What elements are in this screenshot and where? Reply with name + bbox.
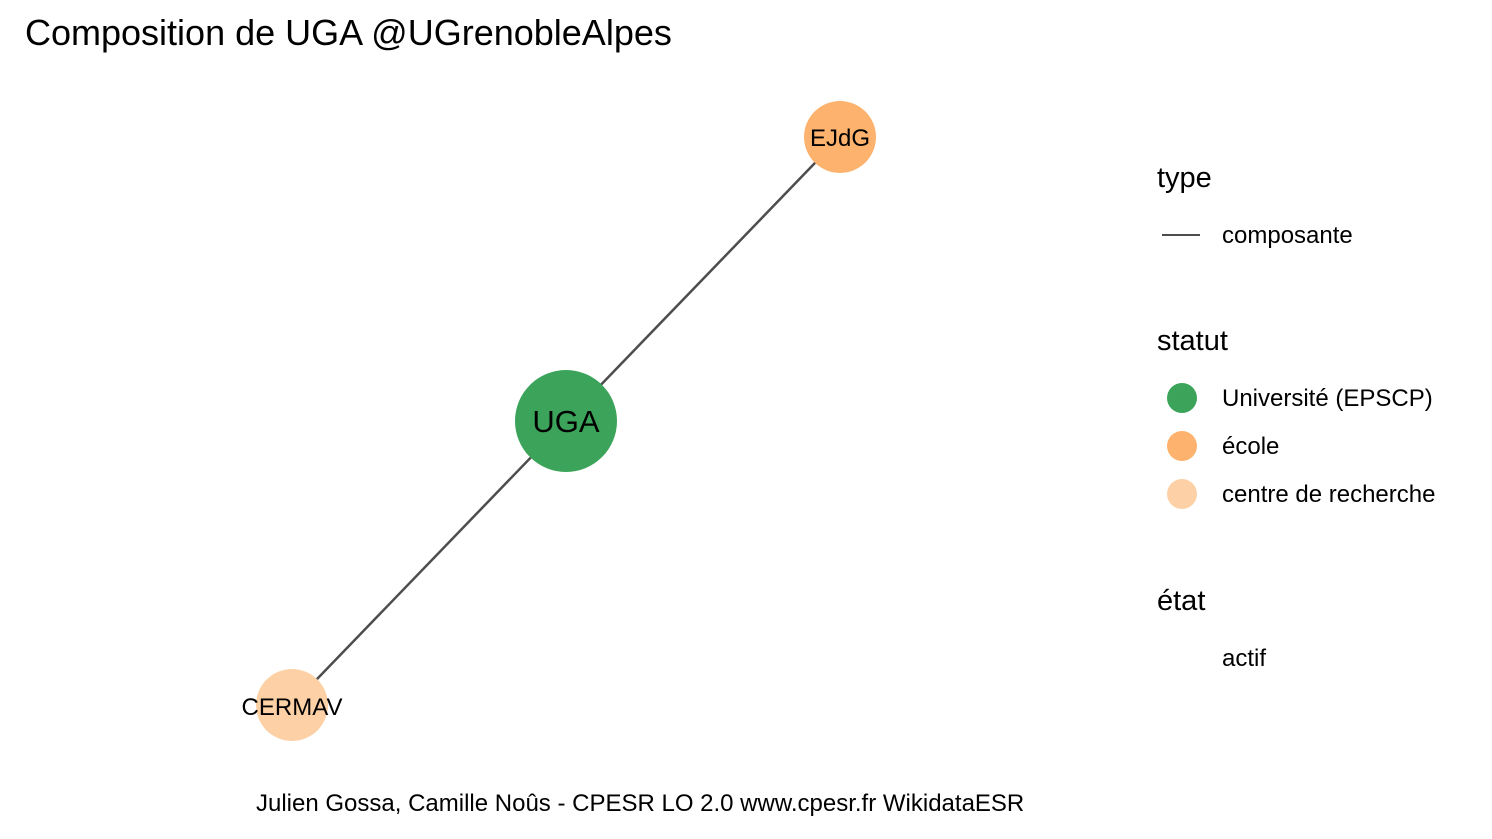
legend-title-etat: état bbox=[1157, 585, 1206, 617]
edge-uga-cermav bbox=[291, 420, 567, 706]
caption: Julien Gossa, Camille Noûs - CPESR LO 2.… bbox=[256, 790, 1025, 817]
legend-label-actif: actif bbox=[1222, 645, 1267, 672]
legend-key-actif bbox=[1157, 638, 1205, 678]
edge-uga-ejdg bbox=[565, 136, 841, 422]
legend-label-universite: Université (EPSCP) bbox=[1222, 385, 1433, 412]
legend-key-ecole bbox=[1157, 426, 1205, 466]
node-ejdg[interactable] bbox=[804, 101, 876, 173]
node-label-uga: UGA bbox=[532, 404, 600, 439]
legend-key-universite bbox=[1157, 378, 1205, 418]
chart-title: Composition de UGA @UGrenobleAlpes bbox=[25, 12, 672, 53]
node-label-ejdg: EJdG bbox=[810, 125, 870, 152]
legend-title-type: type bbox=[1157, 162, 1212, 194]
node-label-cermav: CERMAV bbox=[242, 694, 343, 721]
legend-label-ecole: école bbox=[1222, 433, 1280, 460]
circle-icon bbox=[1167, 431, 1197, 461]
line-icon bbox=[1162, 234, 1200, 236]
legend-label-composante: composante bbox=[1222, 222, 1353, 249]
node-cermav[interactable] bbox=[256, 669, 328, 741]
legend-key-centre bbox=[1157, 474, 1205, 514]
legend-label-centre: centre de recherche bbox=[1222, 481, 1436, 508]
node-uga[interactable] bbox=[515, 370, 617, 472]
circle-icon bbox=[1167, 479, 1197, 509]
legend-key-line-icon bbox=[1157, 215, 1205, 255]
legend-title-statut: statut bbox=[1157, 325, 1228, 357]
circle-icon bbox=[1167, 383, 1197, 413]
